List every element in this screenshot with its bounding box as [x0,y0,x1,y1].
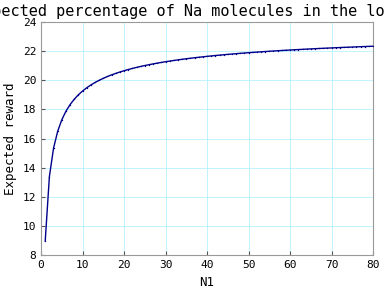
X-axis label: N1: N1 [200,276,215,289]
Title: Expected percentage of Na molecules in the long run: Expected percentage of Na molecules in t… [0,4,384,19]
Y-axis label: Expected reward: Expected reward [4,82,17,195]
